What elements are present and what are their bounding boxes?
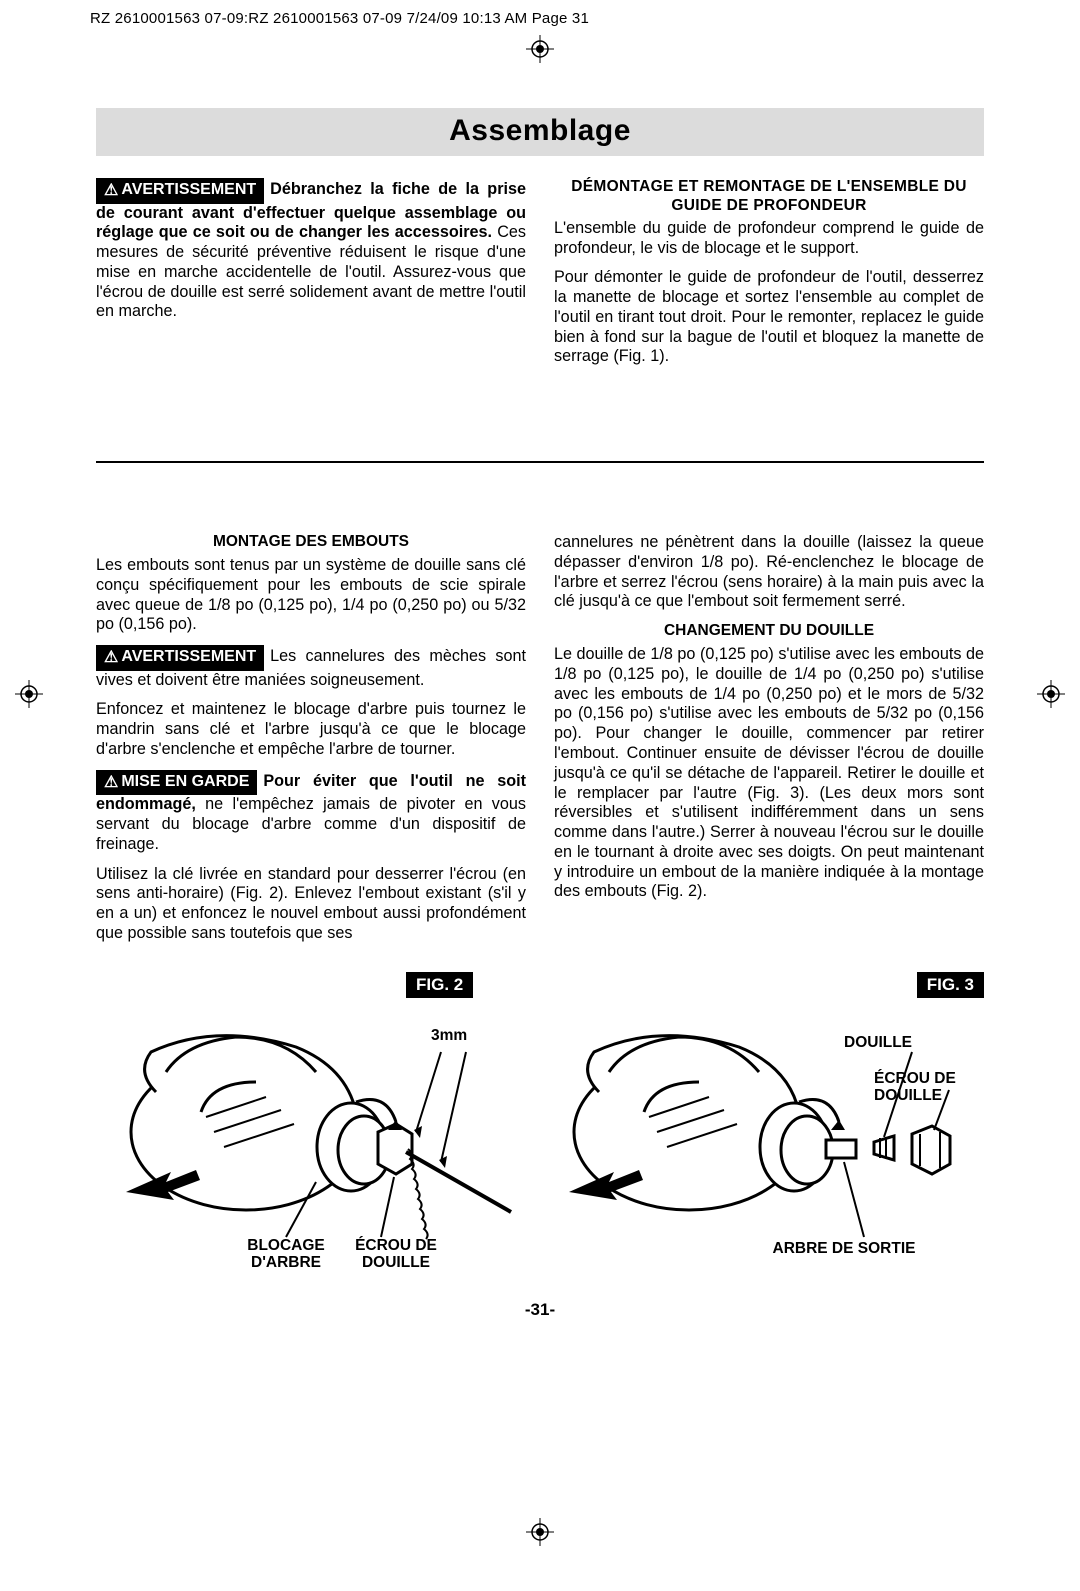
top-right-column: DÉMONTAGE ET REMONTAGE DE L'ENSEMBLE DU … — [554, 178, 984, 377]
fig2-blocage: BLOCAGE D'ARBRE — [236, 1237, 336, 1273]
demontage-p1: L'ensemble du guide de profondeur compre… — [554, 219, 984, 259]
mise-en-garde-badge: ⚠MISE EN GARDE — [96, 770, 257, 796]
page-title: Assemblage — [96, 108, 984, 156]
warning-icon: ⚠ — [104, 773, 118, 793]
registration-mark-top — [526, 35, 554, 68]
registration-mark-bottom — [526, 1518, 554, 1551]
bottom-right-column: cannelures ne pénètrent dans la douille … — [554, 533, 984, 953]
changement-heading: CHANGEMENT DU DOUILLE — [554, 622, 984, 641]
top-columns: ⚠AVERTISSEMENTDébranchez la fiche de la … — [96, 178, 984, 377]
badge-label: AVERTISSEMENT — [121, 648, 256, 665]
registration-mark-left — [15, 680, 43, 708]
warning-icon: ⚠ — [104, 181, 118, 201]
fig3-ecrou: ÉCROU DE DOUILLE — [874, 1070, 974, 1106]
figures-row: FIG. 2 — [96, 972, 984, 1282]
montage-p1: Les embouts sont tenus par un système de… — [96, 556, 526, 635]
bottom-columns: MONTAGE DES EMBOUTS Les embouts sont ten… — [96, 533, 984, 953]
print-header: RZ 2610001563 07-09:RZ 2610001563 07-09 … — [90, 10, 589, 27]
top-left-column: ⚠AVERTISSEMENTDébranchez la fiche de la … — [96, 178, 526, 377]
registration-mark-right — [1037, 680, 1065, 708]
bottom-left-column: MONTAGE DES EMBOUTS Les embouts sont ten… — [96, 533, 526, 953]
fig2-3mm: 3mm — [431, 1027, 467, 1045]
fig2-ecrou: ÉCROU DE DOUILLE — [346, 1237, 446, 1273]
montage-p2: Enfoncez et maintenez le blocage d'arbre… — [96, 700, 526, 759]
montage-p3: Utilisez la clé livrée en standard pour … — [96, 865, 526, 944]
badge-label: AVERTISSEMENT — [121, 181, 256, 198]
page-number: -31- — [96, 1300, 984, 1320]
fig3-douille: DOUILLE — [844, 1034, 924, 1052]
badge-label: MISE EN GARDE — [121, 773, 249, 790]
warning-icon: ⚠ — [104, 648, 118, 668]
right-continuation: cannelures ne pénètrent dans la douille … — [554, 533, 984, 612]
demontage-p2: Pour démonter le guide de profondeur de … — [554, 268, 984, 367]
fig3-illustration — [544, 982, 984, 1282]
page-content: Assemblage ⚠AVERTISSEMENTDébranchez la f… — [96, 108, 984, 1320]
changement-p: Le douille de 1/8 po (0,125 po) s'utilis… — [554, 645, 984, 902]
fig3-arbre: ARBRE DE SORTIE — [759, 1240, 929, 1258]
avertissement-badge-2: ⚠AVERTISSEMENT — [96, 645, 264, 671]
montage-heading: MONTAGE DES EMBOUTS — [96, 533, 526, 552]
demontage-heading: DÉMONTAGE ET REMONTAGE DE L'ENSEMBLE DU … — [554, 178, 984, 216]
avertissement-badge: ⚠AVERTISSEMENT — [96, 178, 264, 204]
section-separator — [96, 461, 984, 463]
